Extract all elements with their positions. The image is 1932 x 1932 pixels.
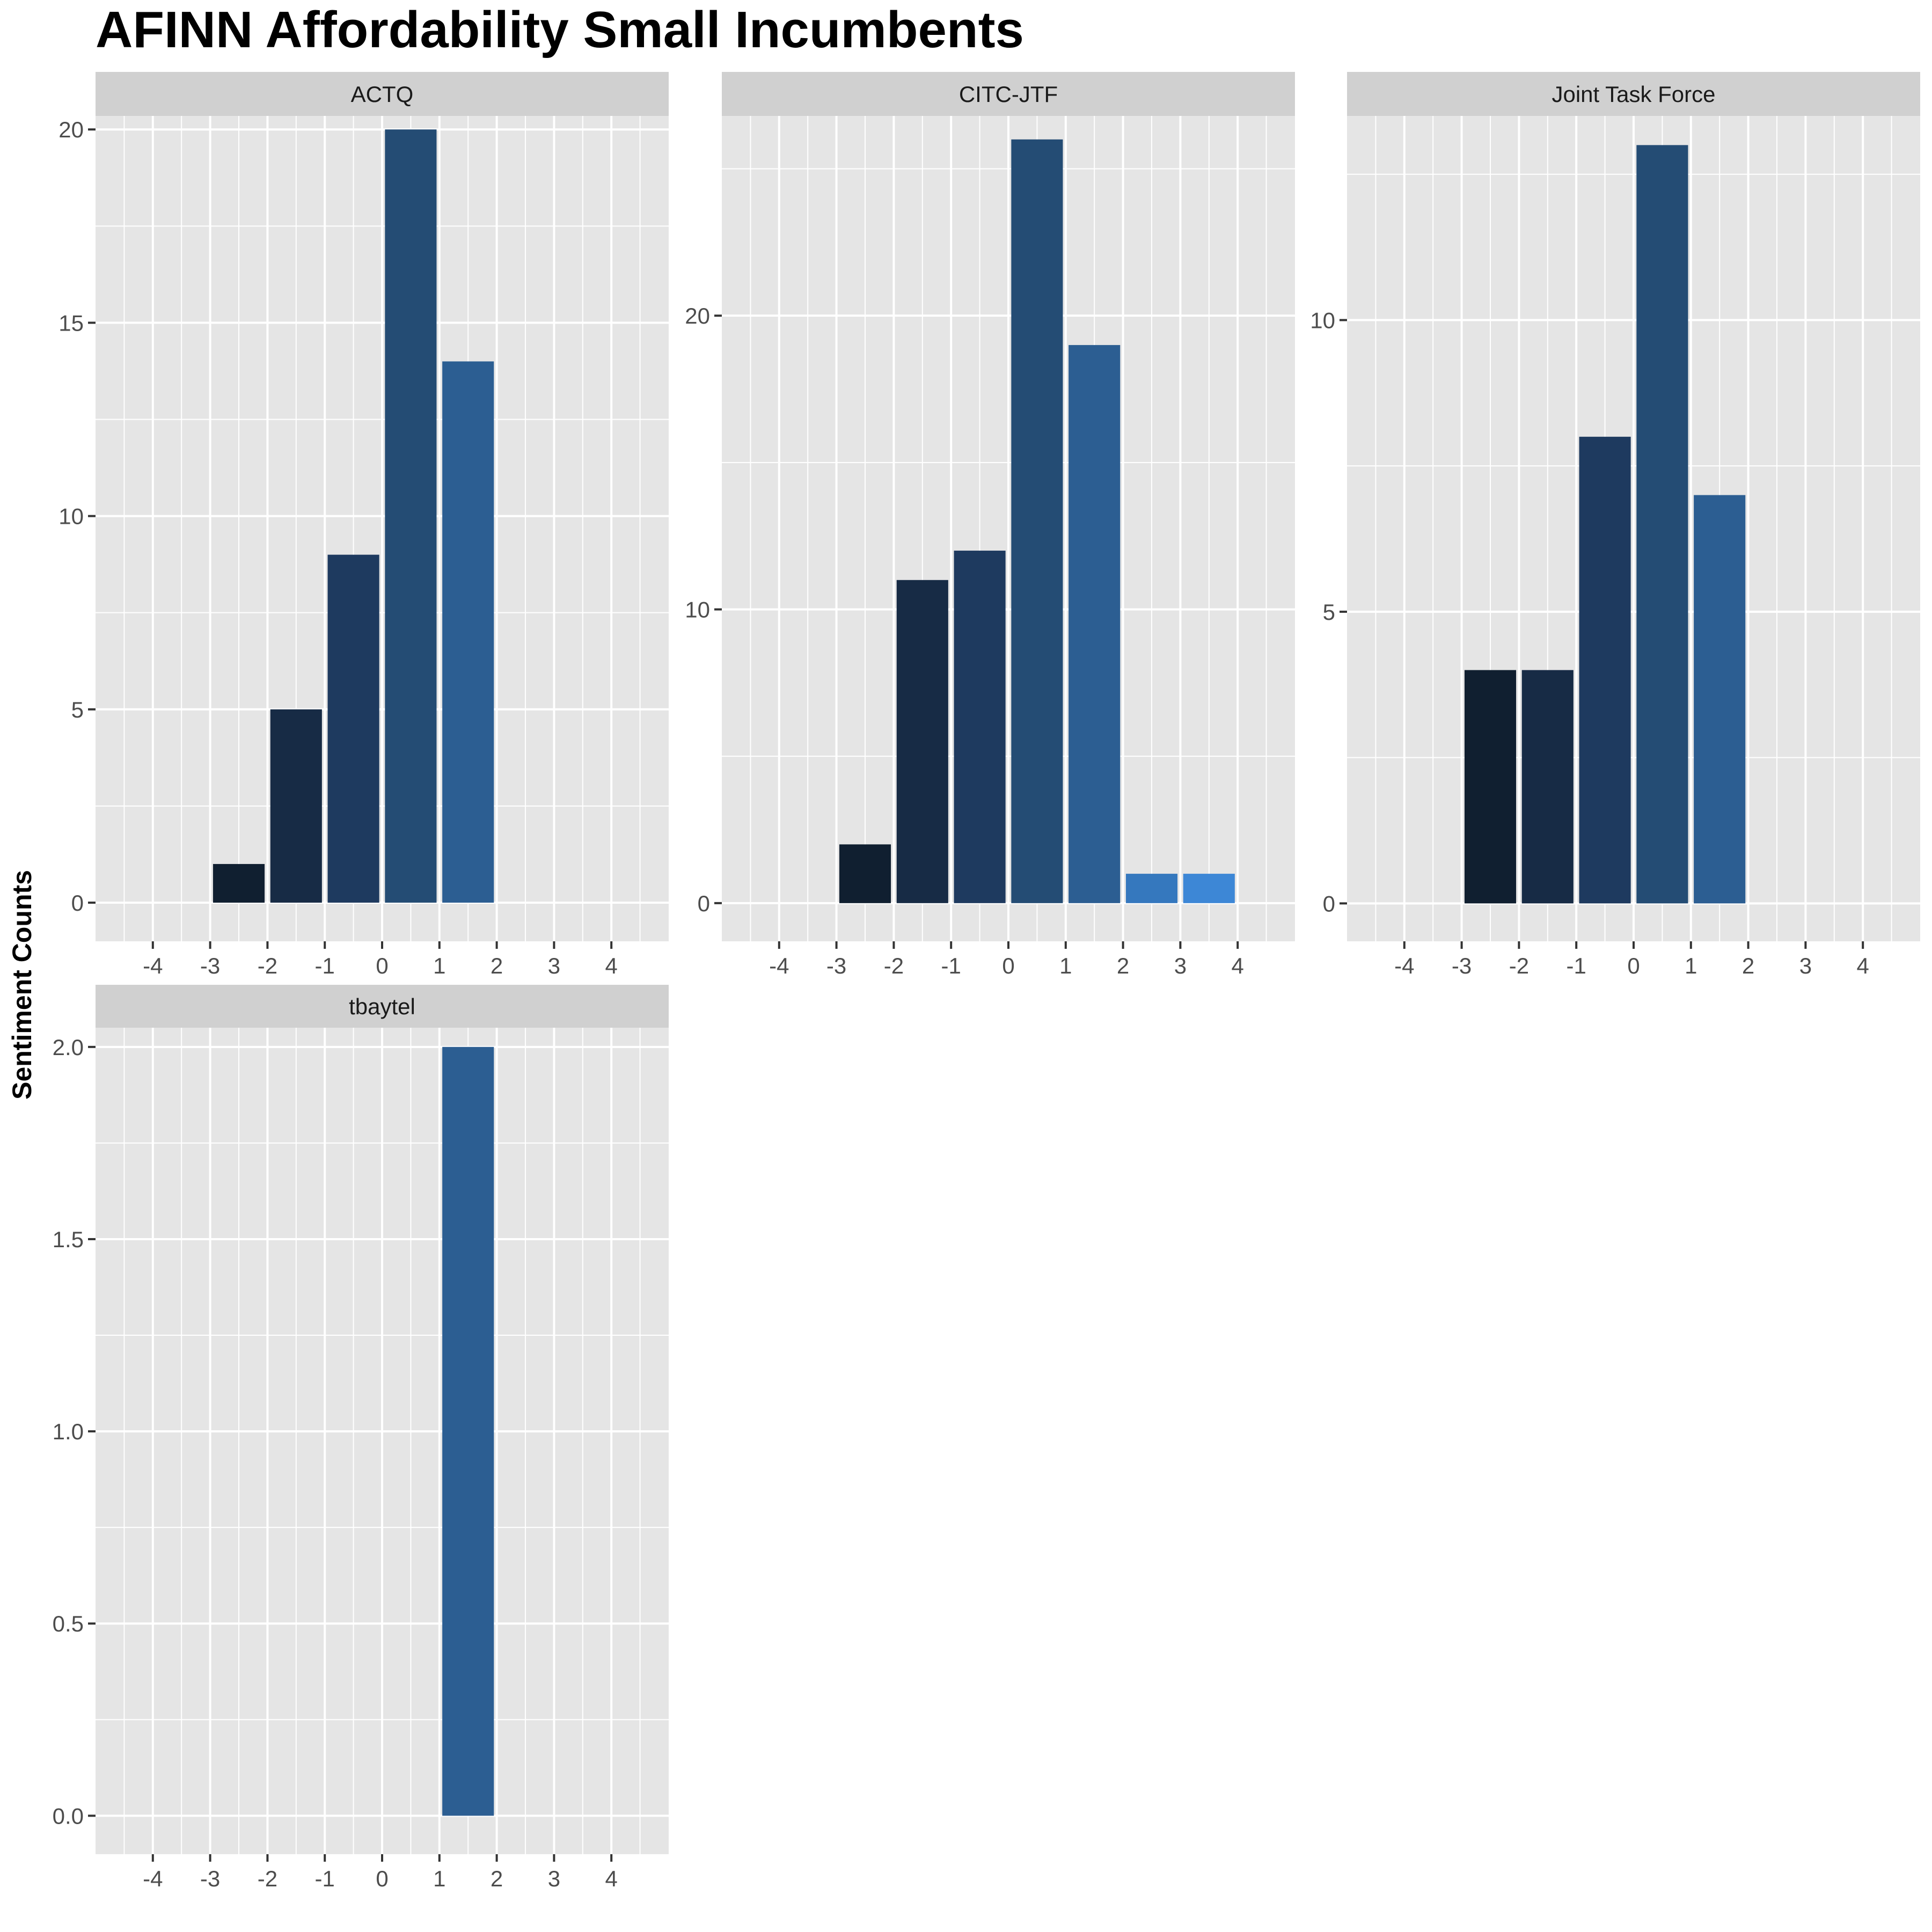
bar [1464, 670, 1517, 904]
x-tick-label: -2 [884, 953, 904, 978]
x-tick-label: 4 [605, 953, 618, 978]
x-tick-label: 2 [1117, 953, 1129, 978]
facet-strip [96, 985, 669, 1028]
facet-strip-label: Joint Task Force [1552, 82, 1715, 107]
x-tick-label: 4 [1232, 953, 1244, 978]
facet-panel-citc-jtf: CITC-JTF 0 10 20 -4 -3 -2 -1 0 1 2 3 4 [685, 72, 1295, 978]
y-tick-label: 0.0 [53, 1803, 84, 1828]
y-axis-label: Sentiment Counts [7, 870, 37, 1100]
bar [954, 551, 1006, 903]
x-tick-label: 1 [1685, 953, 1697, 978]
facet-strip-label: CITC-JTF [959, 82, 1058, 107]
y-tick-label: 15 [58, 310, 84, 335]
x-tick-label: -4 [769, 953, 789, 978]
y-tick-label: 0.5 [53, 1611, 84, 1636]
x-tick-label: 0 [376, 953, 388, 978]
y-tick-label: 0 [1323, 891, 1335, 916]
y-tick-label: 20 [58, 117, 84, 142]
x-tick-label: -1 [315, 953, 335, 978]
x-tick-label: -1 [941, 953, 961, 978]
x-tick-label: 1 [433, 953, 445, 978]
x-tick-label: -1 [315, 1866, 335, 1891]
x-tick-label: -3 [826, 953, 846, 978]
x-tick-label: 3 [1799, 953, 1812, 978]
x-tick-label: 4 [605, 1866, 618, 1891]
x-tick-label: -3 [1452, 953, 1472, 978]
bar [1694, 495, 1746, 904]
y-tick-label: 5 [71, 697, 84, 722]
bar [327, 554, 379, 903]
x-tick-label: -3 [200, 953, 220, 978]
y-tick-label: 10 [1310, 308, 1335, 333]
facet-strip [96, 72, 669, 116]
y-tick-label: 2.0 [53, 1035, 84, 1060]
x-tick-label: -2 [258, 953, 277, 978]
bar [1069, 345, 1121, 903]
x-tick-label: 0 [376, 1866, 388, 1891]
x-tick-label: -4 [143, 1866, 163, 1891]
x-tick-label: -4 [1394, 953, 1414, 978]
y-tick-label: 5 [1323, 599, 1335, 625]
x-tick-label: 3 [1174, 953, 1187, 978]
y-tick-label: 20 [685, 303, 710, 328]
x-tick-label: 3 [548, 953, 560, 978]
x-tick-label: 3 [548, 1866, 560, 1891]
x-tick-label: -1 [1567, 953, 1586, 978]
bar [442, 361, 494, 903]
y-tick-label: 0 [71, 890, 84, 916]
bar [896, 580, 948, 903]
bar [213, 863, 265, 903]
facet-panel-tbaytel: tbaytel 0.0 0.5 1.0 1.5 2.0 -4 -3 -2 -1 0 1 2 3 4 [53, 985, 669, 1891]
x-tick-label: -2 [1509, 953, 1529, 978]
x-tick-label: 4 [1857, 953, 1869, 978]
x-tick-label: 0 [1627, 953, 1640, 978]
x-tick-label: 2 [1742, 953, 1754, 978]
x-tick-label: 0 [1002, 953, 1014, 978]
bar [270, 709, 322, 903]
y-tick-label: 10 [685, 597, 710, 623]
facet-strip [1347, 72, 1920, 116]
bar [1521, 670, 1574, 904]
chart-title: AFINN Affordability Small Incumbents [96, 1, 1024, 58]
bar [1125, 874, 1178, 903]
bar [1579, 436, 1631, 904]
y-tick-label: 1.5 [53, 1227, 84, 1252]
y-tick-label: 10 [58, 504, 84, 529]
x-tick-label: 2 [491, 953, 503, 978]
facet-strip-label: tbaytel [349, 994, 415, 1019]
x-tick-label: -2 [258, 1866, 277, 1891]
bar [1636, 145, 1688, 904]
y-tick-label: 1.0 [53, 1419, 84, 1444]
facet-strip [722, 72, 1295, 116]
x-tick-label: 2 [491, 1866, 503, 1891]
bar [839, 844, 891, 903]
x-tick-label: -4 [143, 953, 163, 978]
x-tick-label: 1 [1059, 953, 1072, 978]
bar [1183, 874, 1235, 903]
x-tick-label: 1 [433, 1866, 445, 1891]
x-tick-label: -3 [200, 1866, 220, 1891]
facet-strip-label: ACTQ [351, 82, 414, 107]
facet-panel-actq: ACTQ 0 5 10 15 20 -4 -3 -2 -1 0 1 2 3 4 [58, 72, 669, 978]
bar [442, 1046, 494, 1816]
bar [385, 129, 437, 903]
facet-panel-joint-task-force: Joint Task Force 0 5 10 -4 -3 -2 -1 0 1 2 3 4 [1310, 72, 1920, 978]
bar [1011, 139, 1063, 903]
y-tick-label: 0 [698, 891, 710, 916]
